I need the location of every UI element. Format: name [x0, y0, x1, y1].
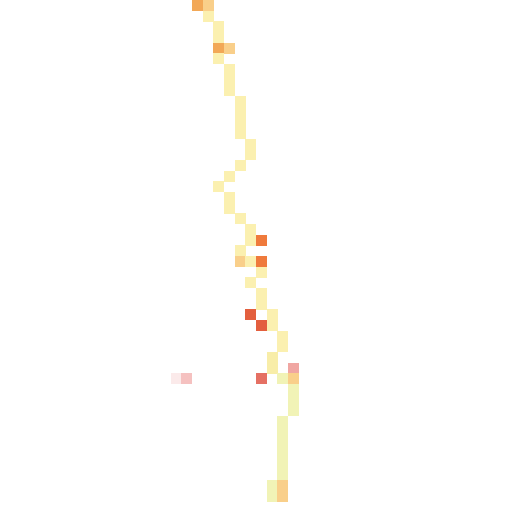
heat-cell	[245, 256, 256, 267]
heat-cell	[224, 192, 235, 203]
heat-cell	[277, 448, 288, 459]
heat-cell	[213, 32, 224, 43]
heat-cell	[213, 21, 224, 32]
heat-cell	[256, 320, 267, 331]
heat-cell	[256, 235, 267, 246]
heat-cell	[235, 256, 246, 267]
heat-cell	[277, 331, 288, 342]
heat-cell	[213, 181, 224, 192]
heat-cell	[245, 277, 256, 288]
heat-cell	[245, 149, 256, 160]
heat-cell	[224, 43, 235, 54]
heat-cell	[288, 373, 299, 384]
heat-cell	[288, 405, 299, 416]
heat-cell	[256, 299, 267, 310]
heat-cell	[235, 213, 246, 224]
heat-cell	[235, 128, 246, 139]
heat-cell	[288, 395, 299, 406]
heat-cell	[245, 235, 256, 246]
heat-cell	[267, 491, 278, 502]
heat-cell	[267, 352, 278, 363]
heat-cell	[277, 341, 288, 352]
heat-cell	[235, 160, 246, 171]
heat-cell	[288, 363, 299, 374]
heat-cell	[192, 0, 203, 11]
heat-cell	[224, 64, 235, 75]
heat-cell	[213, 43, 224, 54]
heat-cell	[224, 171, 235, 182]
heat-cell	[267, 480, 278, 491]
heat-cell	[277, 491, 288, 502]
heat-cell	[256, 288, 267, 299]
heat-cell	[245, 139, 256, 150]
heat-cell	[277, 373, 288, 384]
heat-cell	[224, 203, 235, 214]
heat-cell	[256, 267, 267, 278]
heat-cell	[181, 373, 192, 384]
heat-cell	[277, 416, 288, 427]
heat-cell	[235, 245, 246, 256]
heat-cell	[245, 309, 256, 320]
heat-cell	[288, 384, 299, 395]
heat-cell	[267, 320, 278, 331]
heat-cell	[224, 75, 235, 86]
heat-cell	[235, 107, 246, 118]
heat-cell	[277, 480, 288, 491]
heat-cell	[203, 0, 214, 11]
heat-cell	[203, 11, 214, 22]
heat-cell	[256, 373, 267, 384]
heat-cell	[235, 117, 246, 128]
heat-cell	[277, 459, 288, 470]
heat-cell	[213, 53, 224, 64]
heat-cell	[277, 469, 288, 480]
heat-cell	[171, 373, 182, 384]
heat-cell	[277, 437, 288, 448]
heat-cell	[256, 256, 267, 267]
heat-cell	[267, 309, 278, 320]
heat-cell	[277, 427, 288, 438]
heat-cell	[235, 96, 246, 107]
heat-cell	[245, 224, 256, 235]
heat-cell	[267, 363, 278, 374]
heat-cell	[224, 85, 235, 96]
